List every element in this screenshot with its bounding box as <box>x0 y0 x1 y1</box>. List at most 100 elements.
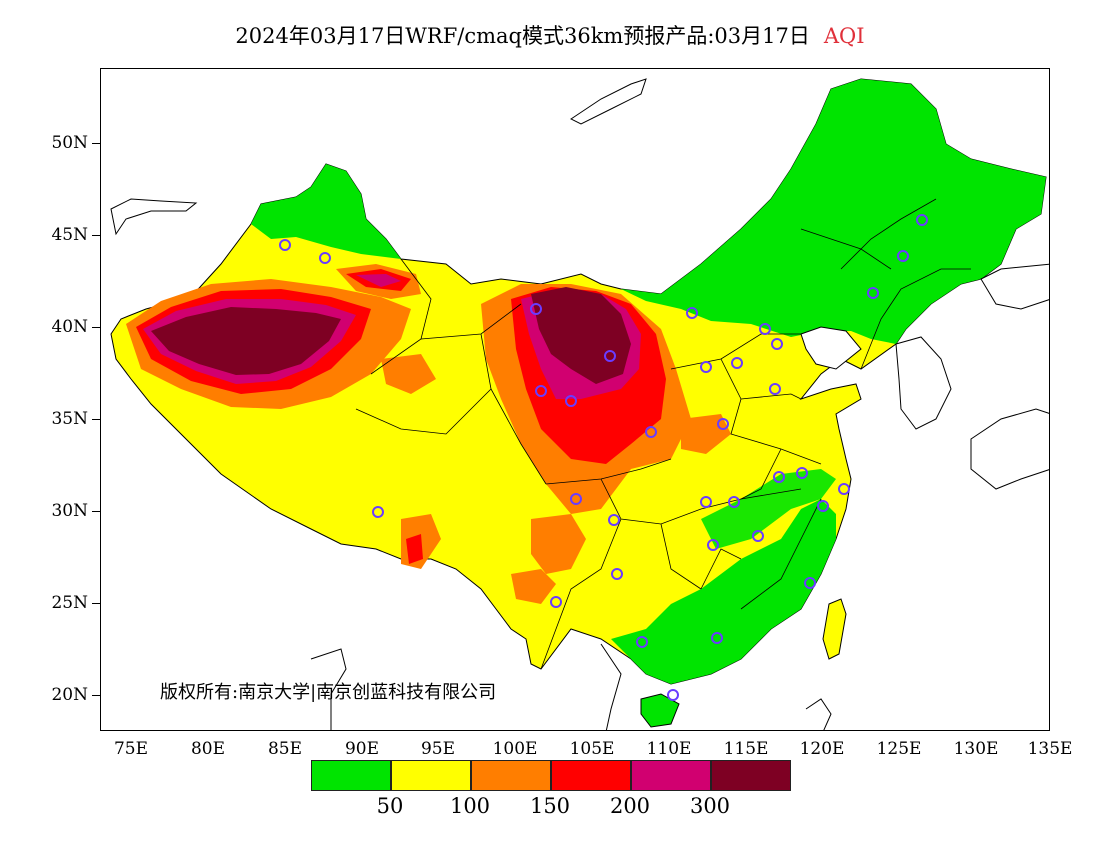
station-marker <box>711 632 723 644</box>
station-marker <box>530 303 542 315</box>
russia-coast <box>980 263 1049 310</box>
station-marker <box>728 496 740 508</box>
aqi-map <box>100 68 1050 731</box>
legend-color-box <box>551 760 631 791</box>
station-marker <box>611 568 623 580</box>
map-canvas <box>110 78 1049 730</box>
region-taiwan <box>822 598 847 660</box>
lon-label-125e: 125E <box>876 739 922 759</box>
legend-label: 300 <box>689 794 731 818</box>
lat-tick <box>92 235 100 236</box>
legend-color-box <box>711 760 791 791</box>
region-hainan <box>640 693 680 728</box>
station-marker <box>752 530 764 542</box>
title-text: 2024年03月17日WRF/cmaq模式36km预报产品:03月17日 <box>235 24 810 48</box>
lon-label-95e: 95E <box>420 739 456 759</box>
lon-label-85e: 85E <box>267 739 303 759</box>
station-marker <box>372 506 384 518</box>
station-marker <box>700 361 712 373</box>
title-product: AQI <box>823 24 865 48</box>
region-purple-north <box>356 274 401 287</box>
legend-color-box <box>471 760 551 791</box>
station-marker <box>686 307 698 319</box>
station-marker <box>667 689 679 701</box>
station-marker <box>731 357 743 369</box>
legend-color-box <box>631 760 711 791</box>
korea-outline <box>895 336 952 430</box>
lon-label-120e: 120E <box>799 739 845 759</box>
lon-label-115e: 115E <box>723 739 769 759</box>
station-marker <box>916 214 928 226</box>
legend-label: 200 <box>609 794 651 818</box>
region-green-south <box>611 499 836 684</box>
province-borders <box>355 198 971 670</box>
lon-label-105e: 105E <box>569 739 615 759</box>
legend-color-box <box>391 760 471 791</box>
lon-label-90e: 90E <box>344 739 380 759</box>
station-marker <box>773 471 785 483</box>
map-title: 2024年03月17日WRF/cmaq模式36km预报产品:03月17日 AQI <box>0 20 1100 50</box>
lon-label-110e: 110E <box>646 739 692 759</box>
lat-label-40n: 40N <box>51 317 88 337</box>
lat-tick <box>92 327 100 328</box>
region-green-northeast <box>621 79 1046 344</box>
lake-balkhash <box>110 198 198 236</box>
region-orange-sichuan <box>531 514 586 574</box>
region-green-east-coast <box>701 469 836 549</box>
philippines-outline <box>805 698 832 730</box>
lat-label-50n: 50N <box>51 133 88 153</box>
region-orange-qinghai <box>381 354 436 394</box>
lat-tick <box>92 143 100 144</box>
region-maroon-tarim <box>151 307 341 375</box>
station-marker <box>838 483 850 495</box>
station-marker <box>717 418 729 430</box>
station-marker <box>570 493 582 505</box>
station-marker <box>817 500 829 512</box>
lon-label-130e: 130E <box>953 739 999 759</box>
region-orange-yunnan <box>511 569 556 604</box>
indochina-coast <box>310 648 347 730</box>
station-marker <box>867 287 879 299</box>
legend-label: 50 <box>376 794 404 818</box>
station-marker <box>608 514 620 526</box>
copyright-text: 版权所有:南京大学|南京创蓝科技有限公司 <box>160 682 497 703</box>
lat-tick <box>92 511 100 512</box>
region-green-northwest <box>251 164 401 259</box>
vietnam-coast <box>600 643 622 730</box>
lat-tick <box>92 603 100 604</box>
bohai-sea <box>800 326 862 370</box>
lat-tick <box>92 695 100 696</box>
station-marker <box>769 383 781 395</box>
monitoring-stations <box>279 214 928 701</box>
legend-color-box <box>311 760 391 791</box>
station-marker <box>636 636 648 648</box>
station-marker <box>565 395 577 407</box>
lon-label-80e: 80E <box>190 739 226 759</box>
station-marker <box>700 496 712 508</box>
lake-baikal <box>570 78 647 125</box>
lat-label-25n: 25N <box>51 593 88 613</box>
station-marker <box>759 323 771 335</box>
japan-outline <box>970 408 1049 490</box>
station-marker <box>796 467 808 479</box>
lat-label-45n: 45N <box>51 225 88 245</box>
lat-label-20n: 20N <box>51 685 88 705</box>
station-marker <box>771 338 783 350</box>
station-marker <box>604 350 616 362</box>
lon-label-75e: 75E <box>113 739 149 759</box>
station-marker <box>897 250 909 262</box>
lat-tick <box>92 419 100 420</box>
lat-label-35n: 35N <box>51 409 88 429</box>
legend-label: 100 <box>449 794 491 818</box>
legend-label: 150 <box>529 794 571 818</box>
lat-label-30n: 30N <box>51 501 88 521</box>
region-red-tibet <box>406 534 423 564</box>
station-marker <box>319 252 331 264</box>
lon-label-100e: 100E <box>492 739 538 759</box>
station-marker <box>804 577 816 589</box>
station-marker <box>550 596 562 608</box>
station-marker <box>707 539 719 551</box>
station-marker <box>645 426 657 438</box>
station-marker <box>535 385 547 397</box>
lon-label-135e: 135E <box>1027 739 1073 759</box>
